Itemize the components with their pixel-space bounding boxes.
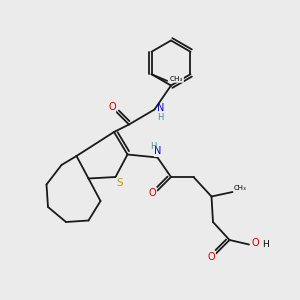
Text: N: N bbox=[157, 103, 164, 113]
Text: O: O bbox=[208, 251, 215, 262]
Text: O: O bbox=[252, 238, 260, 248]
Text: CH₃: CH₃ bbox=[234, 185, 247, 191]
Text: CH₃: CH₃ bbox=[170, 76, 184, 82]
Text: H: H bbox=[157, 112, 164, 122]
Text: N: N bbox=[154, 146, 162, 157]
Text: O: O bbox=[108, 102, 116, 112]
Text: H: H bbox=[262, 240, 269, 249]
Text: H: H bbox=[150, 142, 157, 151]
Text: S: S bbox=[117, 178, 123, 188]
Text: O: O bbox=[148, 188, 156, 198]
